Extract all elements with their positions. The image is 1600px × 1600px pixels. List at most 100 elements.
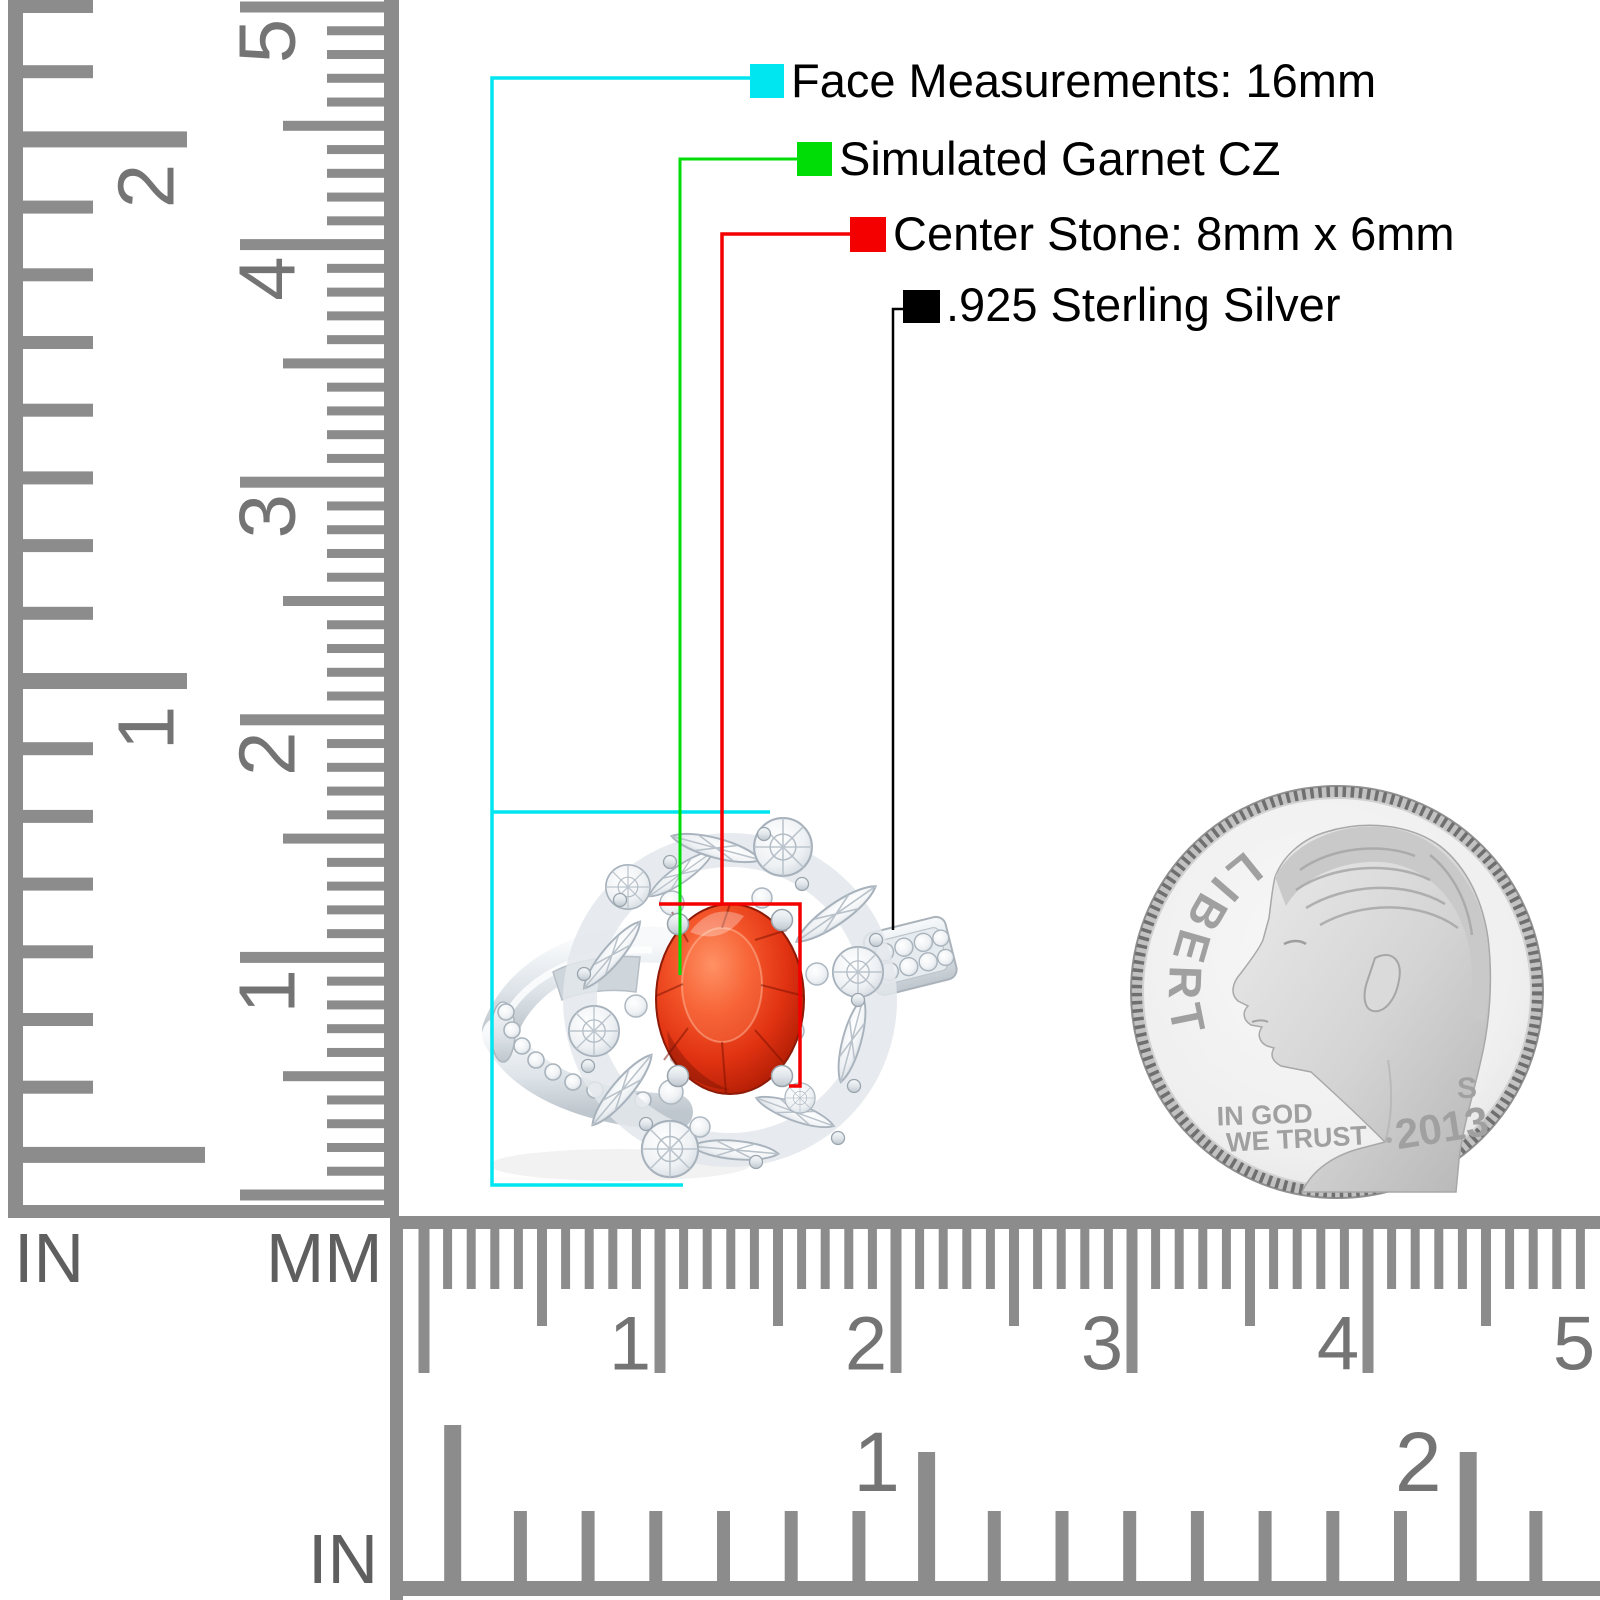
face-label: Face Measurements: 16mm — [791, 54, 1376, 107]
tick — [1326, 1511, 1340, 1581]
ring-prong-tips — [576, 826, 884, 1170]
tick — [327, 620, 399, 630]
tick — [283, 1071, 399, 1082]
tick — [918, 1452, 936, 1581]
tick — [23, 945, 93, 959]
ring-band-pave — [497, 1003, 652, 1109]
tick — [327, 762, 399, 772]
tick — [561, 1229, 571, 1289]
tick — [283, 120, 399, 131]
tick — [327, 857, 399, 867]
tick — [1394, 1511, 1407, 1581]
tick — [327, 786, 399, 796]
annotation-labels: Face Measurements: 16mm Simulated Garnet… — [750, 54, 1455, 331]
coin-motto-line1: IN GOD — [1216, 1098, 1313, 1131]
tick — [23, 742, 93, 756]
tick — [784, 1511, 798, 1581]
tick — [327, 50, 399, 60]
ruler-number: 2 — [845, 1302, 887, 1387]
tick — [327, 145, 399, 155]
tick — [23, 809, 93, 823]
tick — [283, 596, 399, 606]
bottom-ruler-inch-unit: IN — [308, 1520, 378, 1598]
tick — [327, 1142, 399, 1152]
garnet-stone — [655, 903, 805, 1095]
tick — [1387, 1229, 1397, 1289]
ruler-number: 2 — [102, 164, 191, 209]
garnet-color-swatch — [797, 142, 832, 176]
tick — [537, 1229, 547, 1326]
tick — [327, 929, 399, 939]
tick — [1316, 1229, 1326, 1289]
tick — [631, 1229, 641, 1289]
tick — [327, 739, 399, 749]
tick — [327, 73, 399, 83]
tick — [327, 406, 399, 416]
tick — [749, 1229, 759, 1289]
tick — [1457, 1229, 1467, 1289]
tick — [1080, 1229, 1090, 1289]
tick — [23, 471, 93, 485]
eye — [1283, 939, 1307, 946]
tick — [844, 1229, 854, 1289]
callout-line-garnet — [678, 157, 797, 975]
callout-line-center-stone — [659, 232, 850, 1088]
ruler-number: 5 — [223, 19, 312, 64]
garnet-prongs — [666, 908, 794, 1088]
tick — [283, 358, 399, 369]
tick — [23, 539, 93, 553]
tick — [327, 548, 399, 558]
tick — [985, 1229, 995, 1289]
tick — [1221, 1229, 1231, 1289]
tick — [327, 192, 399, 202]
coin-reeding — [1131, 786, 1543, 1198]
left-ruler-inch-bar — [8, 0, 23, 1218]
left-ruler-mm-unit: MM — [266, 1219, 383, 1297]
left-ruler-mm-numbers: 5 4 3 2 1 — [223, 19, 312, 1014]
tick — [1126, 1229, 1138, 1373]
tick — [240, 476, 399, 488]
ring-photo — [482, 817, 958, 1181]
bottom-ruler-mm-ticks — [418, 1229, 1585, 1373]
tick — [1245, 1229, 1255, 1326]
tick — [327, 335, 399, 345]
tick — [240, 714, 399, 726]
bottom-ruler-inch-ticks — [444, 1425, 1543, 1581]
bottom-ruler-left-bar — [390, 1216, 403, 1600]
lips — [1251, 1019, 1269, 1023]
designer-initials-mark — [1386, 1137, 1392, 1143]
tick — [23, 1146, 205, 1163]
tick — [327, 1000, 399, 1010]
tick — [240, 1189, 399, 1201]
tick — [513, 1229, 523, 1289]
tick — [1033, 1229, 1043, 1289]
tick — [23, 200, 93, 214]
tick — [23, 403, 93, 417]
tick — [1339, 1229, 1349, 1289]
tick — [327, 525, 399, 535]
ear — [1363, 953, 1401, 1013]
bottom-ruler-top-bar — [402, 1216, 1600, 1229]
bottom-ruler-bottom-bar — [390, 1581, 1600, 1596]
tick — [1410, 1229, 1420, 1289]
tick — [23, 877, 93, 891]
tick — [327, 453, 399, 463]
tick — [327, 1024, 399, 1034]
tick — [608, 1229, 618, 1289]
tick — [327, 1166, 399, 1176]
tick — [820, 1229, 830, 1289]
tick — [23, 1013, 93, 1026]
tick — [1529, 1511, 1543, 1581]
tick — [890, 1229, 902, 1373]
tick — [1528, 1229, 1538, 1289]
face-color-swatch — [750, 64, 784, 98]
callout-line-metal — [891, 307, 903, 930]
tick — [654, 1229, 666, 1373]
tick — [327, 644, 399, 654]
tick — [1505, 1229, 1515, 1289]
ruler-number: 3 — [1081, 1302, 1123, 1387]
